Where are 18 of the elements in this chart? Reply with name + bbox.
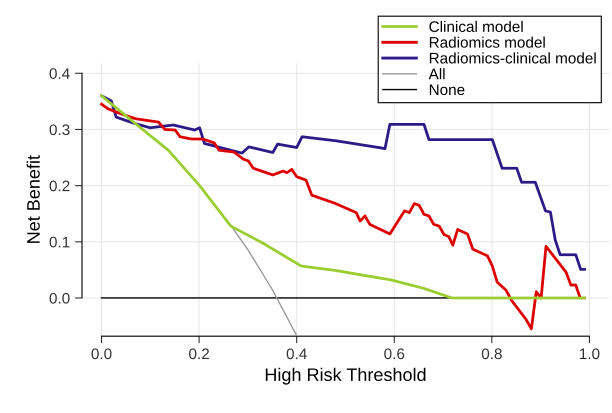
x-tick-label: 1.0 xyxy=(580,348,600,360)
x-tick-label: 0.8 xyxy=(482,348,502,360)
x-tick-label: 0.0 xyxy=(92,348,112,360)
y-tick-label: 0.1 xyxy=(50,236,70,248)
y-tick-label: 0.0 xyxy=(50,292,70,304)
legend-label: Clinical model xyxy=(429,20,523,32)
legend-label: All xyxy=(428,68,445,80)
y-tick-label: 0.2 xyxy=(50,180,70,192)
x-tick-label: 0.6 xyxy=(384,348,404,360)
y-tick-label: 0.3 xyxy=(50,124,70,136)
legend-label: Radiomics-clinical model xyxy=(430,52,596,64)
x-axis-title: High Risk Threshold xyxy=(266,368,426,385)
x-tick-label: 0.2 xyxy=(189,348,209,360)
y-axis-title: Net Benefit xyxy=(26,155,40,243)
legend-label: None xyxy=(430,84,464,96)
x-tick-label: 0.4 xyxy=(286,348,307,360)
y-tick-label: 0.4 xyxy=(50,68,70,79)
legend-label: Radiomics model xyxy=(430,36,545,48)
